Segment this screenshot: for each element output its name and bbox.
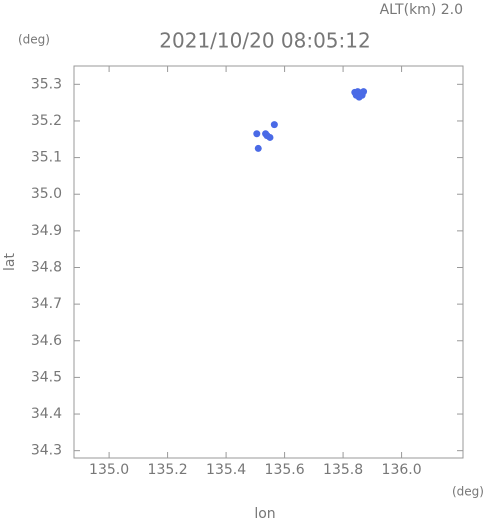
plot-frame: [73, 65, 464, 459]
echo-point: [270, 121, 278, 129]
y-tick-label: 35.1: [31, 150, 62, 166]
y-tick-label: 35.0: [31, 186, 62, 202]
echo-point: [360, 88, 368, 96]
y-tick-label: 34.4: [31, 406, 62, 422]
y-tick-label: 35.3: [31, 76, 62, 92]
echo-point: [253, 130, 261, 138]
y-tick-label: 35.2: [31, 113, 62, 129]
echo-point: [355, 93, 363, 101]
x-tick-label: 135.8: [323, 462, 363, 478]
chart-title: 2021/10/20 08:05:12: [159, 29, 370, 53]
y-axis-label: lat: [2, 253, 18, 271]
x-tick-label: 135.4: [206, 462, 246, 478]
echo-point: [254, 144, 262, 152]
x-tick-label: 135.2: [148, 462, 188, 478]
chart-subtitle: ALT(km) 2.0: [380, 2, 463, 18]
x-tick-label: 135.6: [265, 462, 305, 478]
y-tick-label: 34.9: [31, 223, 62, 239]
x-unit: (deg): [452, 485, 484, 499]
x-tick-label: 136.0: [382, 462, 422, 478]
x-axis-label: lon: [254, 506, 275, 521]
y-unit: (deg): [18, 33, 50, 47]
y-tick-label: 34.8: [31, 259, 62, 275]
y-tick-label: 34.6: [31, 333, 62, 349]
echo-point: [262, 130, 270, 138]
y-tick-label: 34.3: [31, 443, 62, 459]
x-tick-label: 135.0: [89, 462, 129, 478]
y-tick-label: 34.5: [31, 369, 62, 385]
echo-point: [351, 88, 359, 96]
y-tick-label: 34.7: [31, 296, 62, 312]
